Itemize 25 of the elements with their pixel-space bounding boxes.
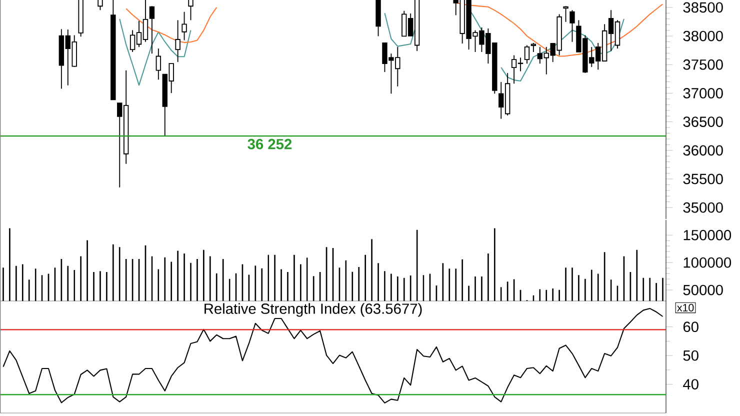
candlestick xyxy=(156,48,162,80)
candlestick xyxy=(563,6,568,22)
y-tick-label: 36000 xyxy=(683,145,723,156)
ref-line-label: 36 252 xyxy=(248,138,292,150)
candlestick xyxy=(524,44,530,64)
y-tick-label: 38000 xyxy=(683,30,723,42)
y-tick-label: 37000 xyxy=(683,88,723,98)
y-tick-label: 150000 xyxy=(684,230,732,240)
candlestick xyxy=(530,42,536,52)
y-tick-label: 50 xyxy=(683,350,698,361)
y-tick-label: 35500 xyxy=(683,174,723,184)
chart-title: Relative Strength Index (63.5677) xyxy=(204,303,422,317)
y-tick-label: 36500 xyxy=(683,116,723,127)
y-tick-label: 38500 xyxy=(683,2,723,13)
candlestick xyxy=(175,20,180,62)
y-tick-label: 35000 xyxy=(683,202,723,213)
y-tick-label: 37500 xyxy=(683,59,723,70)
candlestick xyxy=(182,11,187,41)
candlestick xyxy=(149,6,155,54)
text: x10 xyxy=(677,304,694,312)
y-tick-label: 100000 xyxy=(684,257,732,268)
candlestick xyxy=(570,10,575,42)
y-tick-label: 40 xyxy=(683,379,698,390)
y-tick-label: 60 xyxy=(683,322,698,332)
y-tick-label: 50000 xyxy=(683,284,723,296)
